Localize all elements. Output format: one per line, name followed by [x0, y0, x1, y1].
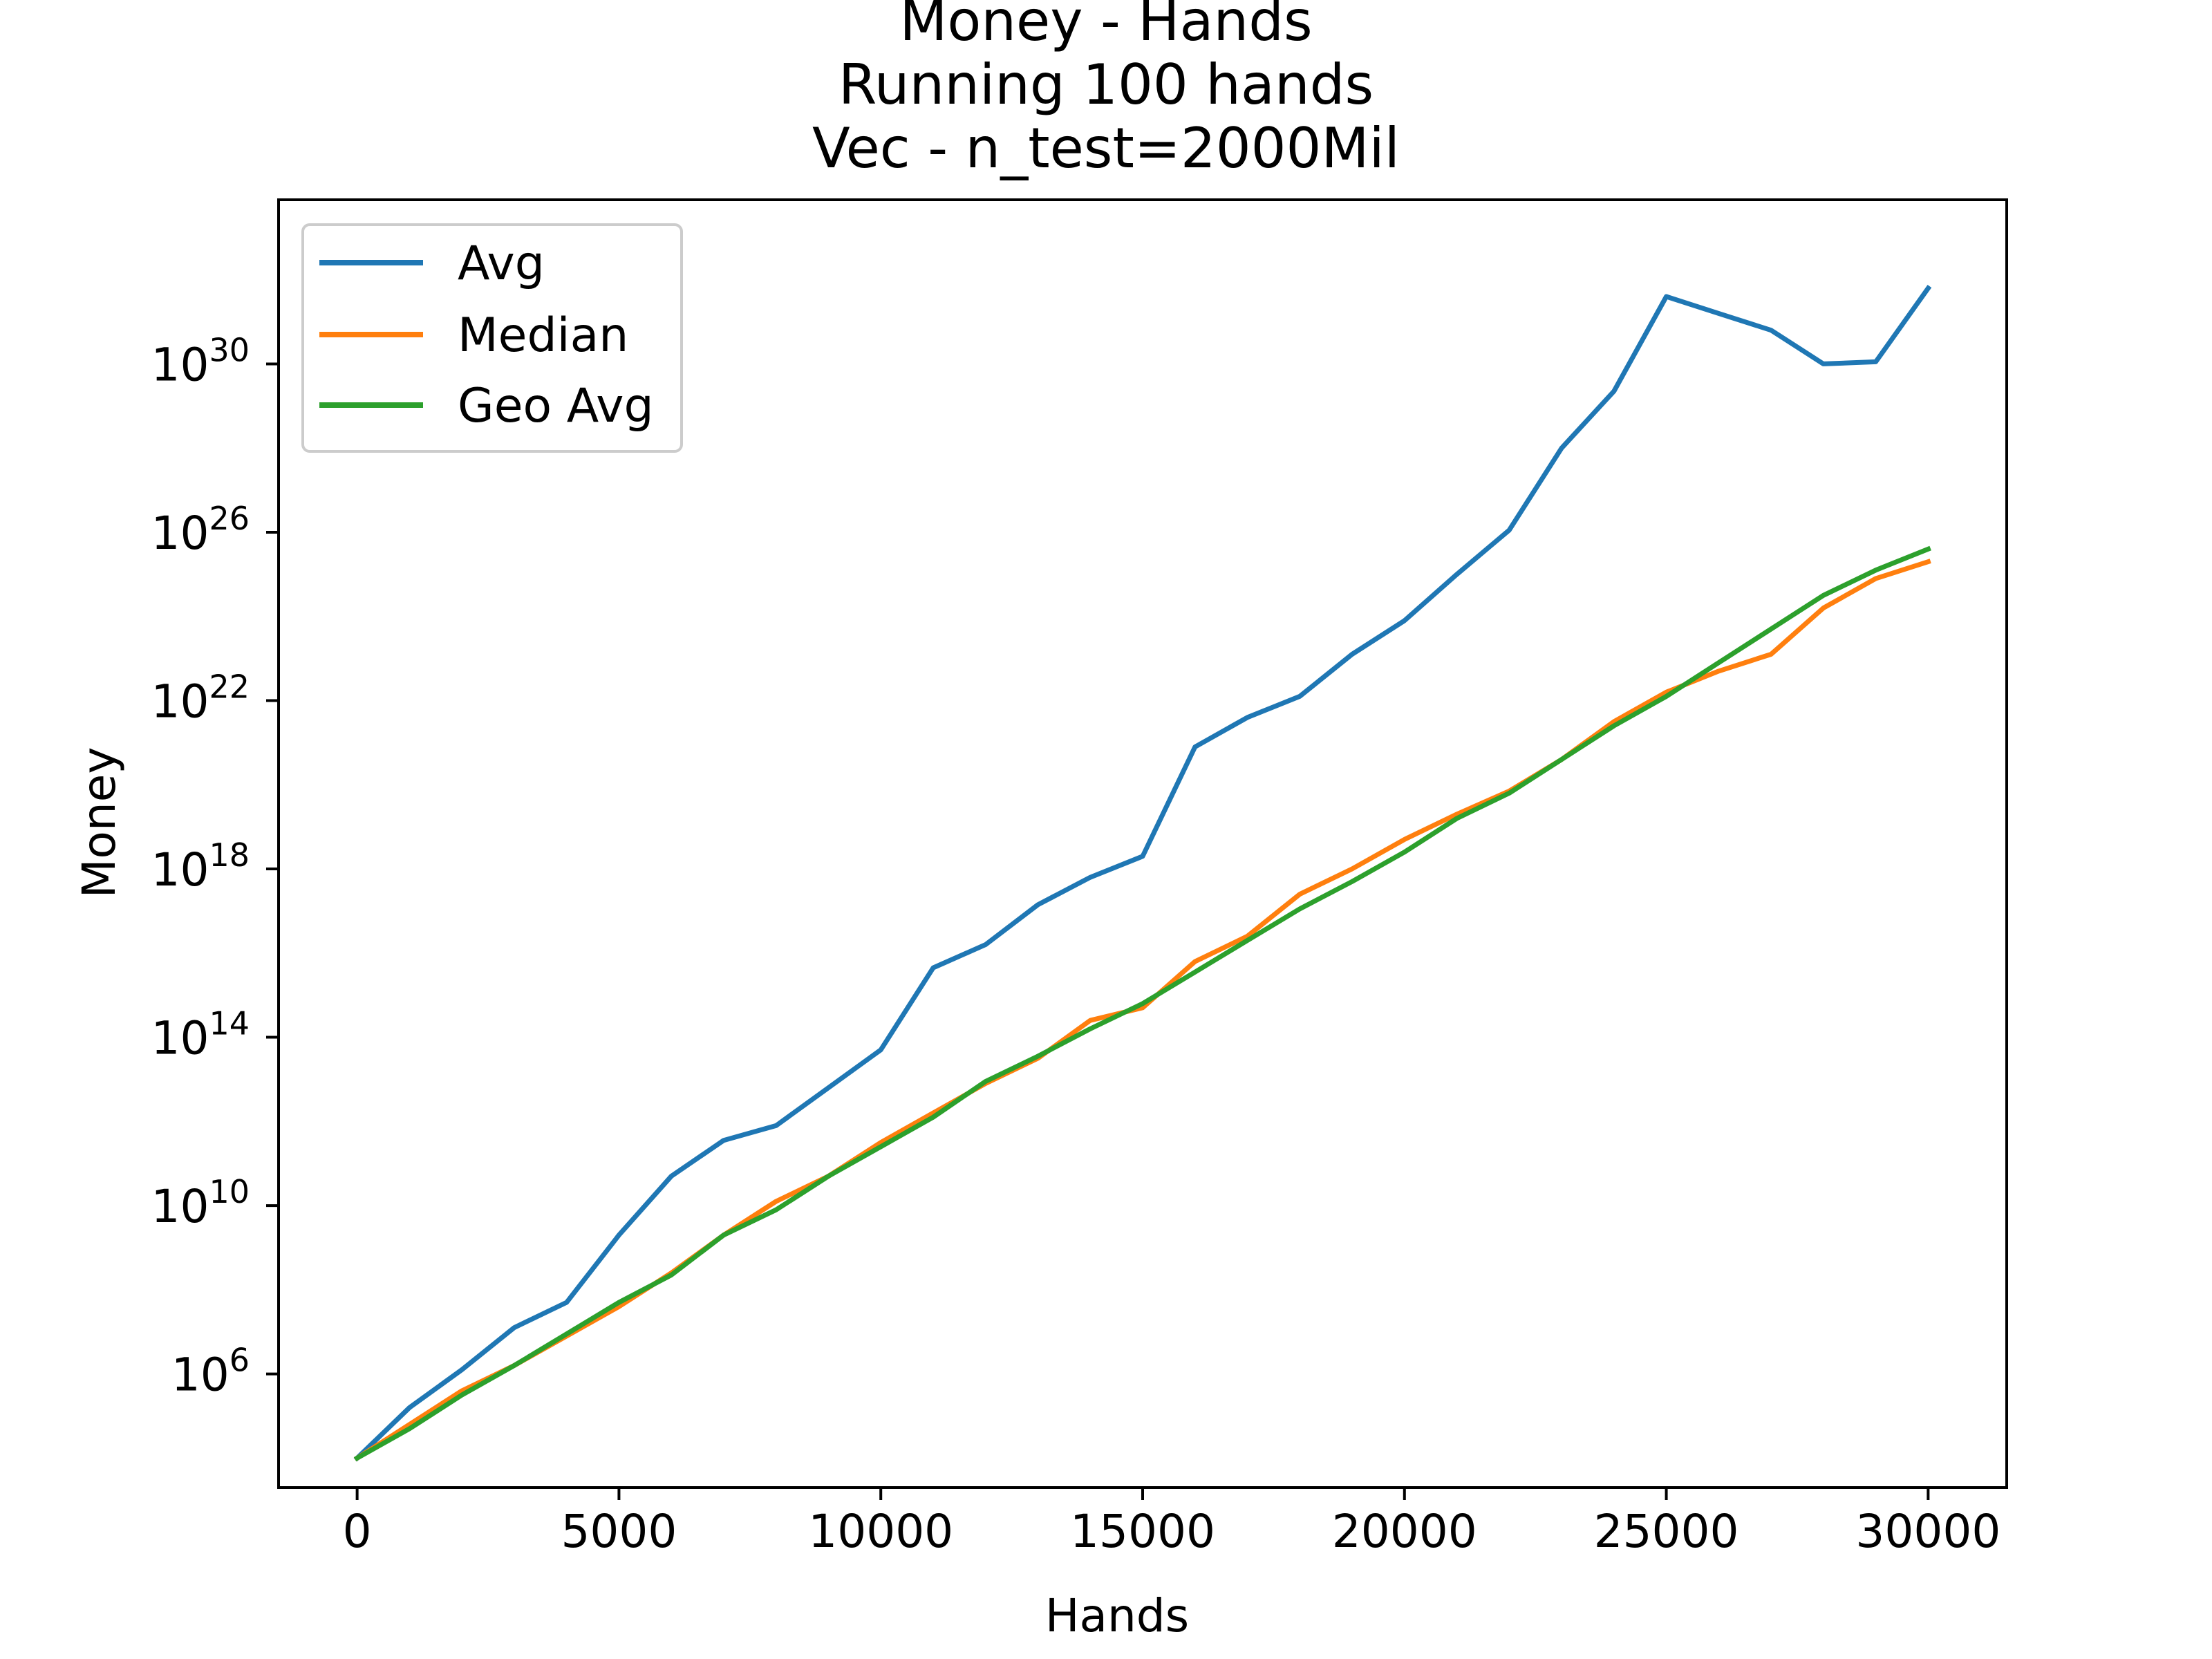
- x-axis-ticks: 0 5000 10000 15000 20000 25000 30000: [343, 1488, 2000, 1558]
- series-line-avg: [353, 285, 1932, 1462]
- x-tick-label: 30000: [1855, 1505, 2000, 1558]
- y-tick-label: 1018: [151, 836, 250, 897]
- chart-title: Money - Hands Running 100 hands Vec - n_…: [812, 0, 1400, 180]
- plot-frame: [277, 198, 2008, 1489]
- x-tick-label: 10000: [808, 1505, 953, 1558]
- chart-title-line-2: Running 100 hands: [838, 53, 1374, 117]
- legend-box: [301, 223, 683, 453]
- x-tick-label: 15000: [1070, 1505, 1215, 1558]
- series-line-geo-avg: [353, 545, 1931, 1462]
- x-axis-label: Hands: [1045, 1589, 1189, 1642]
- y-tick-label: 106: [171, 1342, 250, 1402]
- y-tick-label: 1030: [151, 331, 250, 391]
- legend-label-median: Median: [458, 308, 628, 363]
- y-tick-label: 1022: [151, 668, 250, 729]
- series-line-median: [353, 559, 1931, 1462]
- x-tick-label: 5000: [561, 1505, 677, 1558]
- y-tick-label: 1014: [151, 1005, 250, 1065]
- x-tick-label: 0: [343, 1505, 372, 1558]
- y-tick-label: 1026: [151, 500, 250, 560]
- series-layer: [353, 285, 1932, 1462]
- legend-label-geo-avg: Geo Avg: [458, 379, 654, 433]
- y-axis-label: Money: [73, 747, 126, 899]
- y-tick-label: 1010: [151, 1173, 250, 1233]
- x-tick-label: 25000: [1594, 1505, 1739, 1558]
- chart-title-line-1: Money - Hands: [899, 0, 1312, 53]
- legend: Avg Median Geo Avg: [301, 223, 683, 453]
- y-axis-ticks: 106 1010 1014 1018 1022 1026 1030: [151, 331, 279, 1402]
- legend-label-avg: Avg: [458, 236, 545, 291]
- x-tick-label: 20000: [1332, 1505, 1477, 1558]
- chart-title-line-3: Vec - n_test=2000Mil: [812, 116, 1400, 180]
